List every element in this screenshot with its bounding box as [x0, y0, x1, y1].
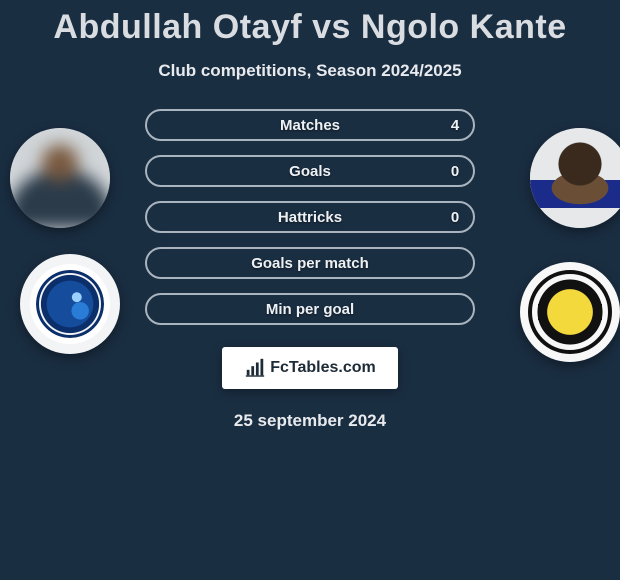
stat-row: Goals per match [145, 247, 475, 279]
subheadline: Club competitions, Season 2024/2025 [158, 61, 461, 81]
stat-row: Min per goal [145, 293, 475, 325]
stat-value-right: 0 [435, 203, 475, 231]
stats-block: 4 Matches 0 Goals 0 Hattricks Goals per match M… [0, 109, 620, 325]
attribution-badge[interactable]: FcTables.com [222, 347, 398, 389]
stat-label: Goals per match [251, 255, 369, 272]
stat-label: Goals [289, 163, 331, 180]
dateline: 25 september 2024 [234, 411, 386, 431]
stat-value-right: 0 [435, 157, 475, 185]
stat-value-right: 4 [435, 111, 475, 139]
stat-label: Hattricks [278, 209, 342, 226]
stat-value-left [145, 249, 185, 277]
attribution-text: FcTables.com [270, 359, 376, 377]
stat-value-left [145, 157, 185, 185]
stat-value-left [145, 111, 185, 139]
stat-value-right [435, 249, 475, 277]
stat-value-right [435, 295, 475, 323]
bar-chart-icon [244, 357, 266, 379]
stat-label: Matches [280, 117, 340, 134]
stat-value-left [145, 295, 185, 323]
stat-row: 4 Matches [145, 109, 475, 141]
stat-value-left [145, 203, 185, 231]
headline: Abdullah Otayf vs Ngolo Kante [53, 8, 566, 47]
stat-label: Min per goal [266, 301, 354, 318]
stat-row: 0 Hattricks [145, 201, 475, 233]
comparison-card: Abdullah Otayf vs Ngolo Kante Club compe… [0, 0, 620, 431]
stat-row: 0 Goals [145, 155, 475, 187]
